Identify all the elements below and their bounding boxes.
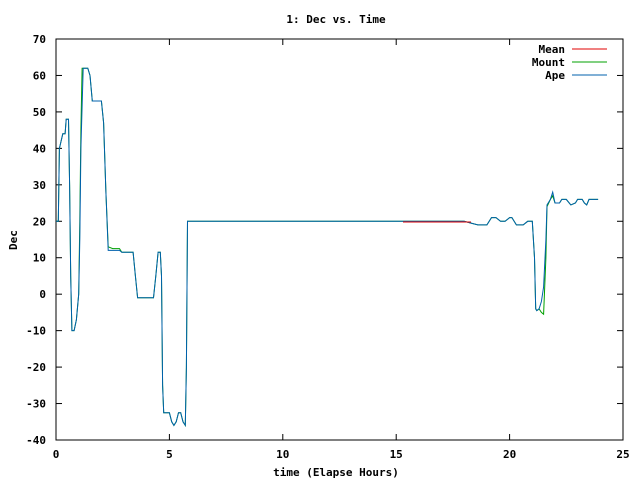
y-axis-ticks: -40 -30 -20 -10 0 10 20 30 40 50 60 70 bbox=[26, 33, 623, 447]
x-axis-ticks: 0 5 10 15 20 25 bbox=[53, 39, 630, 461]
series-line-ape bbox=[56, 67, 599, 428]
y-tick-label: 50 bbox=[33, 106, 46, 119]
legend-label: Mean bbox=[539, 43, 566, 56]
plot-frame bbox=[55, 38, 624, 441]
y-tick-label: 60 bbox=[33, 69, 46, 82]
y-tick-label: -20 bbox=[26, 361, 46, 374]
y-tick-label: 30 bbox=[33, 179, 46, 192]
y-tick-label: 10 bbox=[33, 252, 46, 265]
x-tick-label: 20 bbox=[503, 448, 516, 461]
legend-label: Ape bbox=[545, 69, 565, 82]
y-axis-label: Dec bbox=[7, 230, 20, 250]
series-line-mount bbox=[56, 67, 599, 428]
y-tick-label: 0 bbox=[39, 288, 46, 301]
y-tick-label: -30 bbox=[26, 398, 46, 411]
x-tick-label: 10 bbox=[276, 448, 289, 461]
chart-title: 1: Dec vs. Time bbox=[286, 13, 386, 26]
series-layer bbox=[56, 67, 599, 428]
x-tick-label: 5 bbox=[166, 448, 173, 461]
y-tick-label: 20 bbox=[33, 215, 46, 228]
x-tick-label: 25 bbox=[616, 448, 629, 461]
x-axis-label: time (Elapse Hours) bbox=[273, 466, 399, 479]
y-tick-label: -40 bbox=[26, 434, 46, 447]
y-tick-label: -10 bbox=[26, 325, 46, 338]
x-tick-label: 0 bbox=[53, 448, 60, 461]
legend-label: Mount bbox=[532, 56, 565, 69]
y-tick-label: 70 bbox=[33, 33, 46, 46]
y-tick-label: 40 bbox=[33, 142, 46, 155]
x-tick-label: 15 bbox=[390, 448, 403, 461]
